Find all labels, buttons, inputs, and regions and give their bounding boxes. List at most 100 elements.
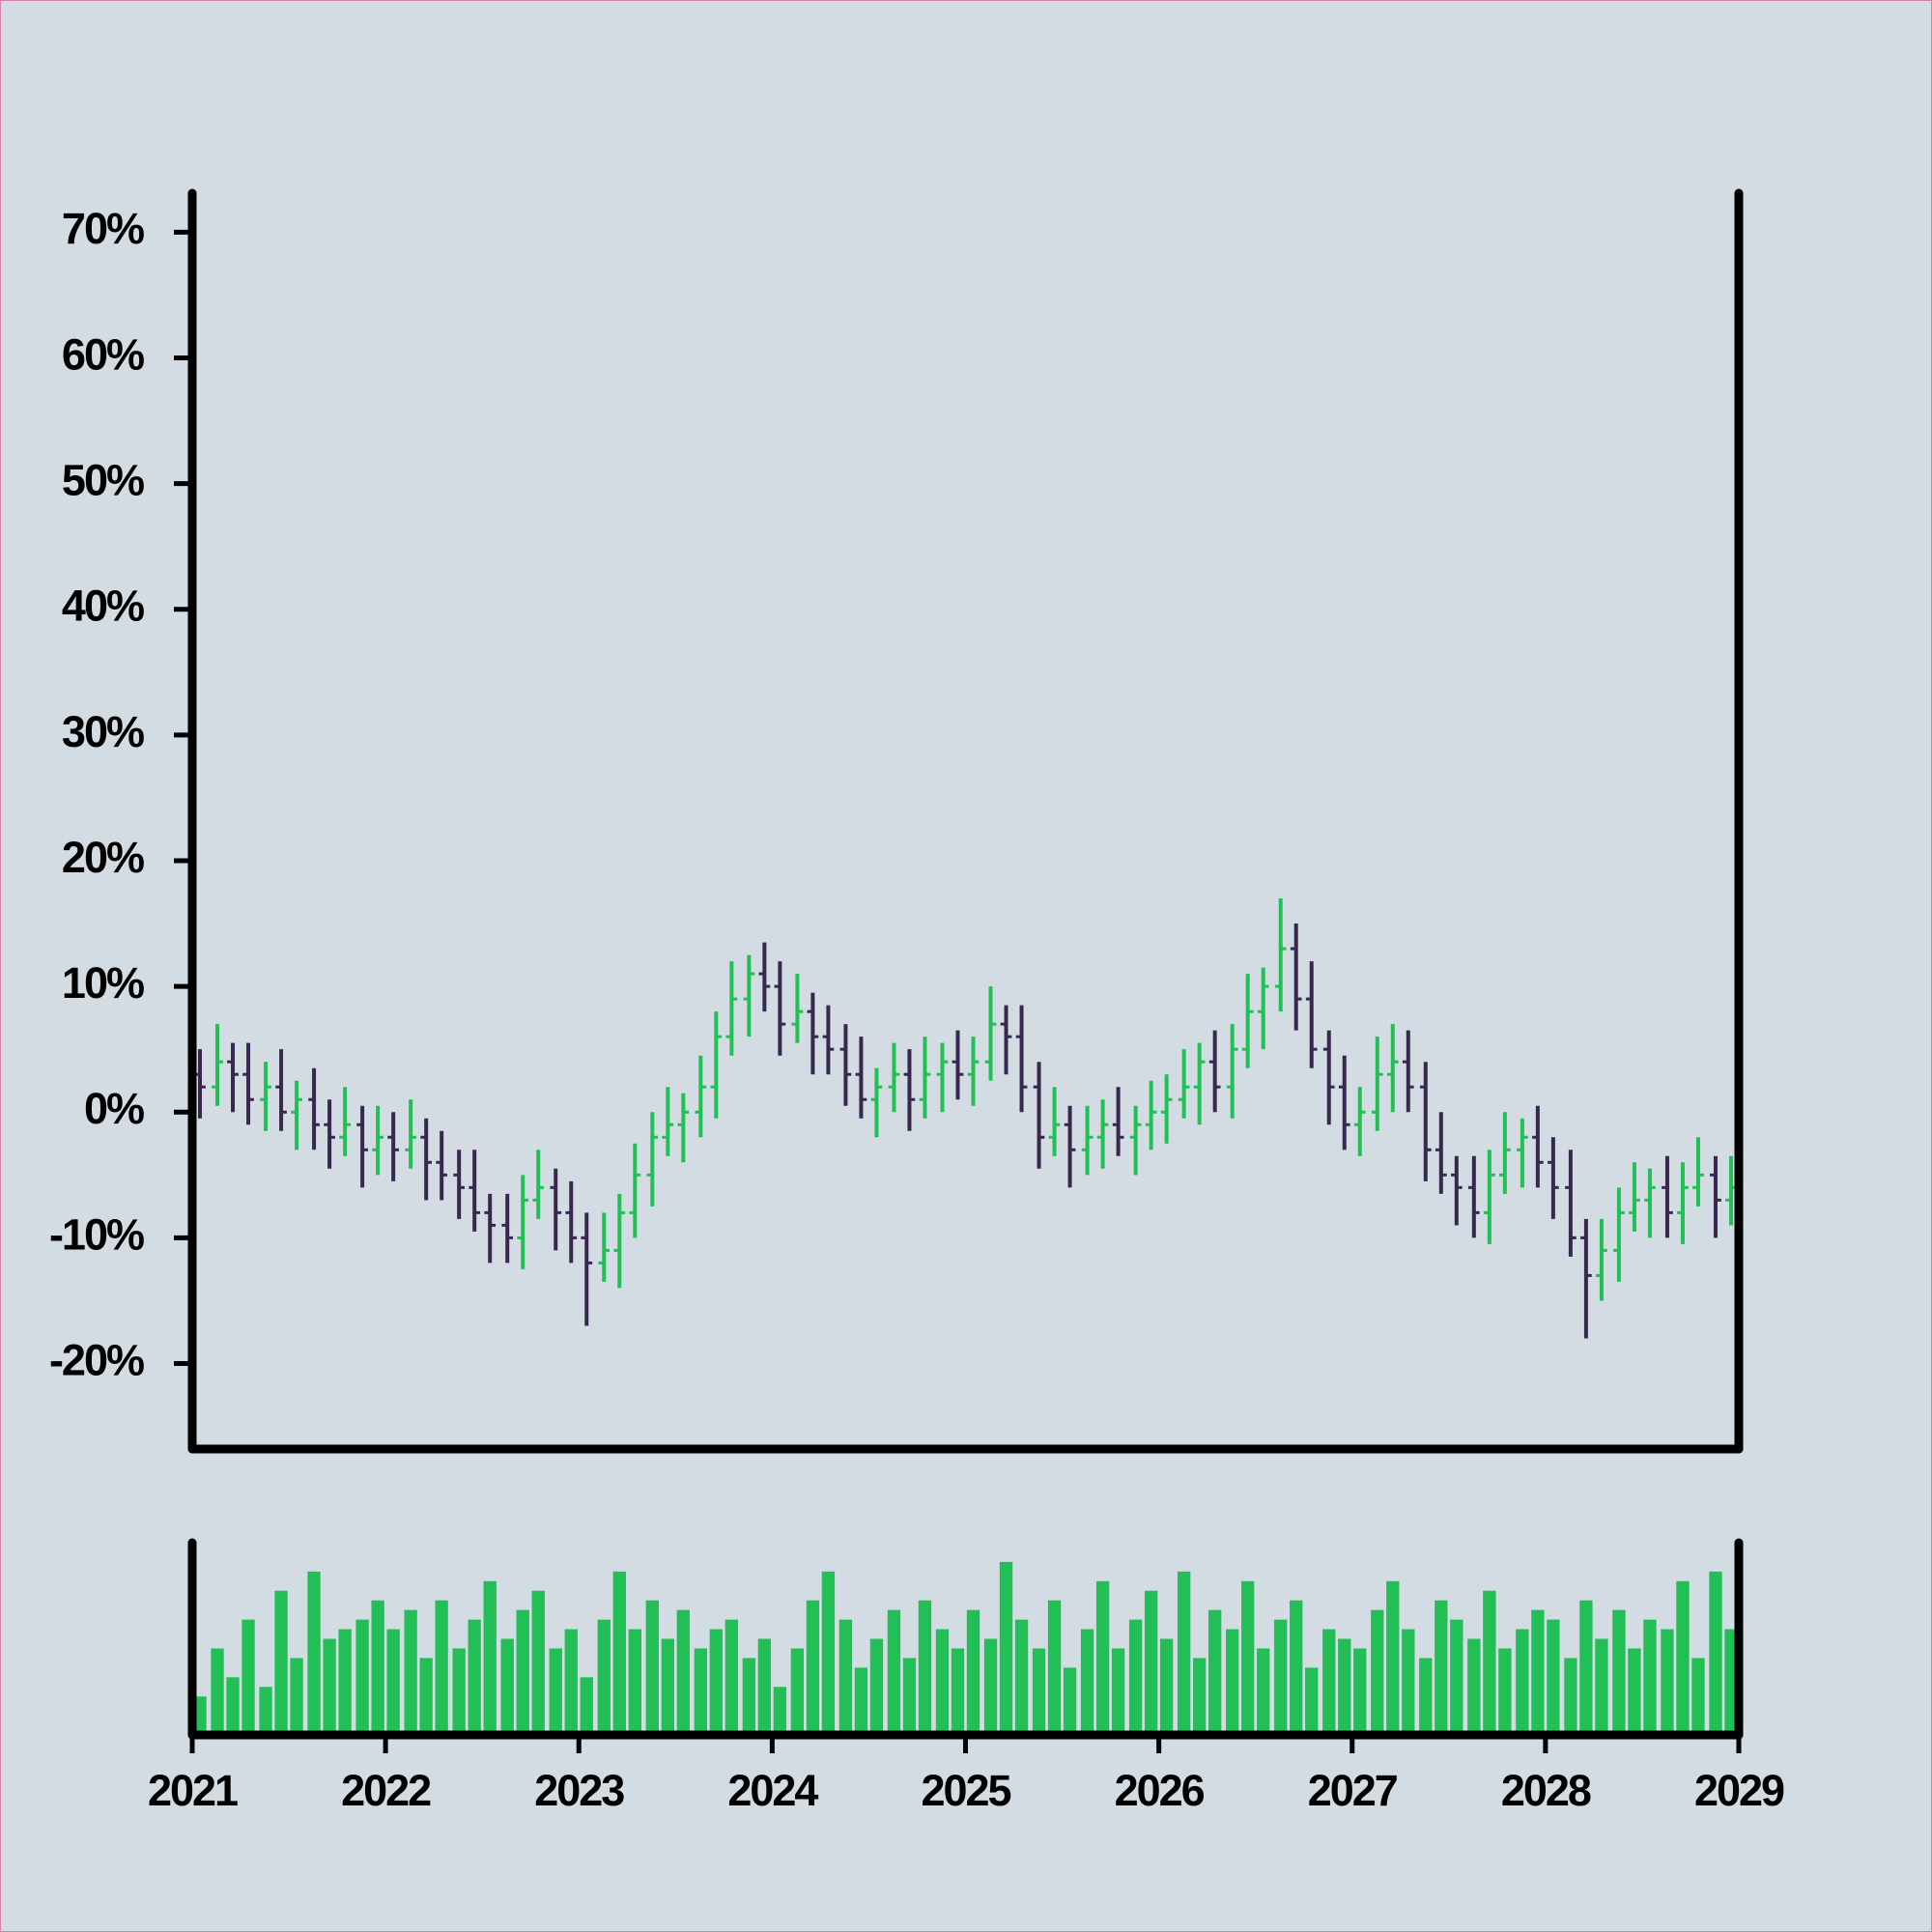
volume-bar [1305,1667,1319,1735]
volume-bar [1032,1648,1046,1735]
volume-bar [757,1638,772,1735]
volume-bar [694,1648,707,1735]
volume-bar [1192,1658,1207,1735]
volume-bar [742,1658,756,1735]
volume-bar [1595,1638,1608,1735]
volume-bar [452,1648,466,1735]
volume-bar [1661,1629,1674,1735]
volume-bar [902,1658,917,1735]
y-tick-label: 10% [62,958,144,1008]
volume-bar [1257,1648,1270,1735]
volume-bar [1080,1629,1094,1735]
volume-bar [564,1629,578,1735]
x-tick-label: 2021 [148,1766,238,1815]
volume-bar [1450,1619,1463,1735]
y-tick-label: 40% [62,582,144,631]
volume-bar [709,1629,724,1735]
volume-bar [549,1648,562,1735]
volume-bar [612,1571,626,1735]
y-tick-label: -10% [49,1209,144,1259]
volume-bar [806,1600,820,1735]
volume-bar [1467,1638,1481,1735]
volume-bar [1353,1648,1367,1735]
volume-bar [983,1638,998,1735]
volume-bar [1095,1580,1110,1735]
x-tick-label: 2023 [534,1766,624,1815]
volume-bar [1435,1600,1448,1735]
volume-bar [307,1571,321,1735]
volume-bar [468,1619,481,1735]
volume-bar [1063,1667,1077,1735]
volume-bar [854,1667,868,1735]
volume-bar [869,1638,884,1735]
volume-bar [1579,1600,1593,1735]
volume-bar [386,1629,400,1735]
volume-bar [724,1619,739,1735]
volume-bar [323,1638,336,1735]
volume-bar [483,1580,497,1735]
volume-bar [1290,1600,1303,1735]
volume-bar [259,1687,272,1735]
volume-bar [1111,1648,1125,1735]
volume-bar [531,1590,545,1735]
volume-bar [371,1600,384,1735]
volume-bar [1483,1590,1496,1735]
volume-bar [966,1609,980,1735]
volume-bar [645,1600,659,1735]
volume-bar [999,1561,1013,1735]
volume-bar [790,1648,805,1735]
volume-bar [1386,1580,1400,1735]
volume-bar [1322,1629,1336,1735]
volume-bar [1643,1619,1657,1735]
volume-bar [290,1658,303,1735]
volume-bar [1159,1638,1174,1735]
volume-bar [597,1619,611,1735]
y-tick-label: 50% [62,455,144,504]
volume-bar [1274,1619,1288,1735]
x-tick-label: 2026 [1115,1766,1205,1815]
volume-bar [1628,1648,1641,1735]
x-tick-label: 2022 [341,1766,431,1815]
volume-bar [242,1619,255,1735]
x-tick-label: 2028 [1501,1766,1591,1815]
volume-bar [1612,1609,1626,1735]
volume-bar [918,1600,932,1735]
volume-bar [435,1600,448,1735]
x-tick-label: 2027 [1308,1766,1398,1815]
volume-bar [1402,1629,1415,1735]
volume-bar [1419,1658,1433,1735]
volume-bar [628,1629,641,1735]
volume-bar [404,1609,417,1735]
volume-bar [1724,1629,1738,1735]
volume-bar [516,1609,529,1735]
volume-bar [1177,1571,1191,1735]
x-tick-label: 2024 [727,1766,818,1815]
volume-bar [226,1677,240,1735]
volume-bar [419,1658,433,1735]
volume-bar [1128,1619,1143,1735]
volume-bar [887,1609,901,1735]
volume-bar [1498,1648,1512,1735]
volume-bar [1691,1658,1705,1735]
volume-bar [1047,1600,1062,1735]
volume-bar [500,1638,514,1735]
volume-bar [193,1696,207,1735]
y-tick-label: 30% [62,707,144,756]
y-tick-label: 70% [62,204,144,253]
volume-bar [1564,1658,1577,1735]
volume-bar [935,1629,950,1735]
volume-bar [838,1619,853,1735]
y-tick-label: 60% [62,329,144,379]
y-tick-label: 20% [62,833,144,882]
volume-bar [661,1638,674,1735]
volume-bar [676,1609,690,1735]
x-tick-label: 2025 [921,1766,1010,1815]
volume-bar [1676,1580,1690,1735]
volume-bar [821,1571,836,1735]
volume-bar [1709,1571,1722,1735]
volume-bar [1516,1629,1529,1735]
volume-bar [1144,1590,1158,1735]
